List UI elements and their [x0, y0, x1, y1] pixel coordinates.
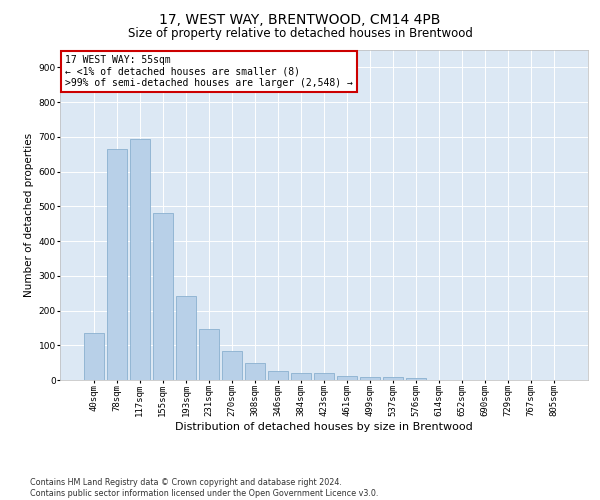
- Bar: [84, 333, 104, 380]
- Text: Contains HM Land Registry data © Crown copyright and database right 2024.
Contai: Contains HM Land Registry data © Crown c…: [30, 478, 379, 498]
- Bar: [291, 373, 311, 380]
- Text: Size of property relative to detached houses in Brentwood: Size of property relative to detached ho…: [128, 28, 472, 40]
- Bar: [107, 149, 127, 380]
- X-axis label: Distribution of detached houses by size in Brentwood: Distribution of detached houses by size …: [175, 422, 473, 432]
- Bar: [337, 376, 357, 380]
- Bar: [130, 138, 149, 380]
- Bar: [245, 362, 265, 380]
- Bar: [176, 296, 196, 380]
- Bar: [222, 351, 242, 380]
- Y-axis label: Number of detached properties: Number of detached properties: [25, 133, 34, 297]
- Bar: [153, 214, 173, 380]
- Bar: [406, 378, 426, 380]
- Bar: [268, 372, 288, 380]
- Bar: [360, 376, 380, 380]
- Bar: [314, 373, 334, 380]
- Text: 17, WEST WAY, BRENTWOOD, CM14 4PB: 17, WEST WAY, BRENTWOOD, CM14 4PB: [160, 12, 440, 26]
- Bar: [383, 377, 403, 380]
- Text: 17 WEST WAY: 55sqm
← <1% of detached houses are smaller (8)
>99% of semi-detache: 17 WEST WAY: 55sqm ← <1% of detached hou…: [65, 55, 353, 88]
- Bar: [199, 328, 218, 380]
